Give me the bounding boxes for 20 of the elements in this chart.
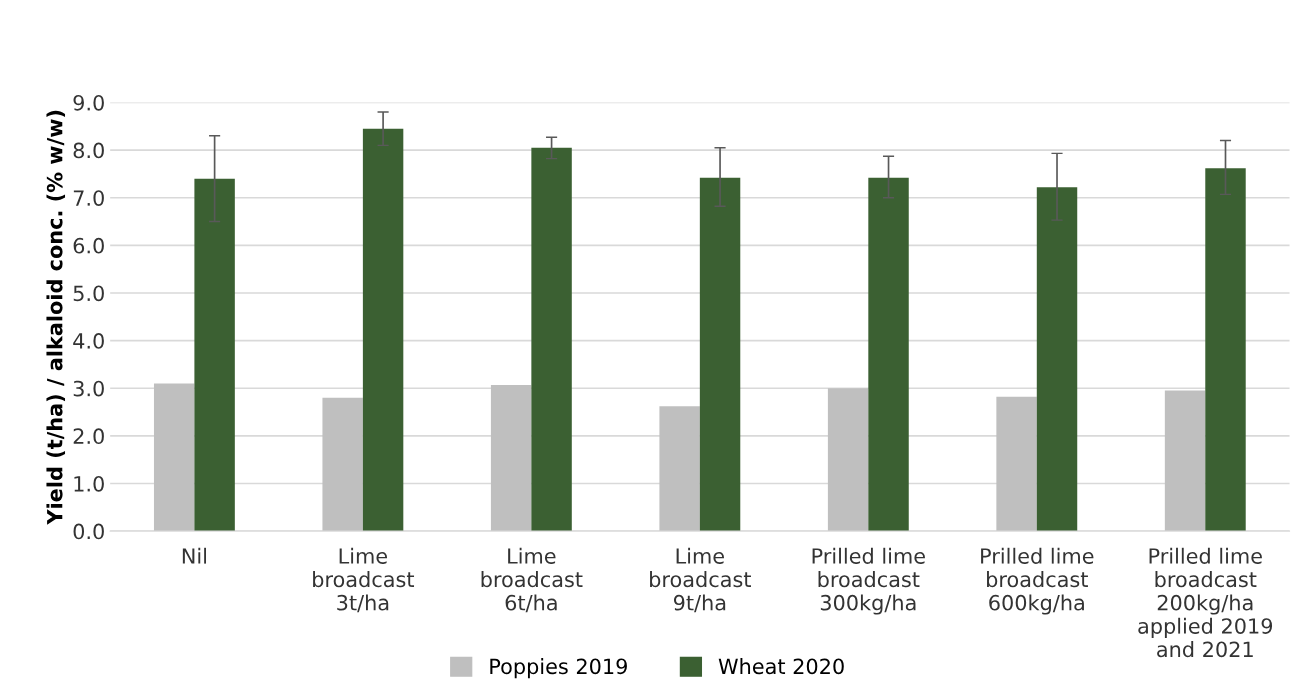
x-tick-label: Nil xyxy=(182,547,207,564)
y-tick-label: 8.0 xyxy=(73,142,104,159)
x-tick-label: Lime broadcast 9t/ha xyxy=(650,547,751,613)
y-tick-label: 2.0 xyxy=(73,428,104,445)
y-tick-label: 4.0 xyxy=(73,333,104,349)
y-tick-label: 5.0 xyxy=(73,285,104,302)
y-tick-label: 9.0 xyxy=(73,94,104,111)
y-tick-label: 0.0 xyxy=(73,523,104,540)
y-tick-label: 7.0 xyxy=(73,190,104,206)
x-tick-label: Lime broadcast 3t/ha xyxy=(313,547,415,613)
x-tick-label: Prilled lime broadcast 300kg/ha xyxy=(812,547,925,615)
x-tick-label: Lime broadcast 6t/ha xyxy=(481,547,583,613)
legend-label: Poppies 2019 xyxy=(490,658,627,679)
y-tick-label: 1.0 xyxy=(74,475,104,492)
x-tick-label: Prilled lime broadcast 600kg/ha xyxy=(981,547,1094,615)
x-tick-label: Prilled lime broadcast 200kg/ha applied 2019 and 2021 xyxy=(1138,547,1273,658)
legend-label: Wheat 2020 xyxy=(718,658,844,675)
y-axis-title: Yield (t/ha) / alkaloid conc. (% w/w) xyxy=(46,110,66,525)
y-tick-label: 6.0 xyxy=(73,237,104,254)
y-tick-label: 3.0 xyxy=(73,380,104,397)
